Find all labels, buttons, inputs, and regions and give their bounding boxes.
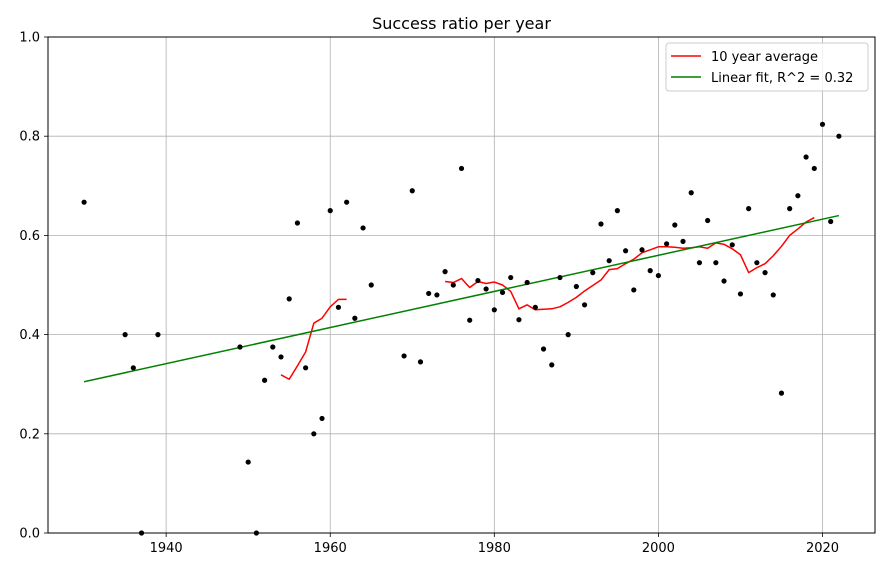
data-point (778, 390, 785, 396)
data-point (270, 344, 276, 350)
data-point (524, 279, 530, 286)
data-point (467, 317, 473, 323)
data-point (565, 332, 571, 338)
x-tick-label: 1940 (150, 541, 183, 556)
data-point (680, 238, 686, 244)
data-point (311, 431, 317, 437)
data-point (614, 208, 620, 214)
data-point (705, 217, 711, 224)
data-point (746, 206, 752, 212)
data-point (409, 188, 415, 194)
data-point (303, 365, 309, 371)
data-point (516, 317, 522, 323)
data-point (713, 260, 719, 266)
average-line (280, 298, 347, 380)
data-point (631, 287, 637, 293)
x-tick-label: 1980 (478, 541, 511, 556)
data-point (803, 154, 809, 160)
data-point (787, 206, 793, 212)
legend-label-linear-fit: Linear fit, R^2 = 0.32 (711, 71, 853, 86)
data-point (262, 377, 268, 383)
scatter-points (81, 121, 842, 536)
legend-label-average: 10 year average (711, 50, 818, 65)
data-point (130, 365, 136, 371)
linear-fit-line (83, 214, 840, 383)
data-point (81, 199, 87, 205)
data-point (754, 260, 760, 266)
data-point (828, 218, 834, 225)
data-point (795, 193, 801, 199)
data-point (696, 260, 703, 266)
x-tick-label: 2020 (806, 541, 839, 556)
data-point (335, 304, 342, 310)
data-point (245, 459, 251, 465)
data-point (352, 315, 358, 321)
data-point (327, 208, 333, 214)
data-point (401, 353, 407, 359)
data-point (442, 269, 448, 275)
data-point (688, 190, 694, 196)
data-point (475, 277, 481, 284)
data-point (368, 282, 374, 288)
data-point (532, 304, 538, 310)
data-point (622, 248, 629, 254)
data-point (664, 241, 670, 247)
y-tick-label: 0.2 (19, 427, 40, 442)
data-point (598, 221, 604, 227)
data-point (155, 332, 161, 338)
data-point (647, 268, 653, 274)
axis-ticks: 1940 1960 1980 2000 2020 0.0 0.2 0.4 0.6 0.8 1.0 (19, 31, 839, 557)
x-tick-label: 1960 (314, 541, 347, 556)
y-tick-label: 0.0 (19, 527, 40, 542)
y-tick-label: 0.8 (19, 130, 40, 145)
data-point (770, 292, 776, 298)
data-point (557, 274, 563, 281)
data-point (819, 121, 826, 127)
y-tick-label: 1.0 (19, 31, 40, 46)
legend-box (665, 42, 869, 92)
data-point (278, 354, 284, 360)
data-point (319, 415, 325, 422)
x-tick-label: 2000 (642, 541, 675, 556)
data-point (540, 346, 547, 352)
data-point (639, 247, 645, 253)
data-point (237, 344, 243, 350)
data-point (450, 282, 456, 288)
data-point (344, 199, 350, 205)
y-tick-label: 0.6 (19, 229, 40, 244)
data-point (573, 283, 579, 290)
data-point (483, 286, 489, 292)
data-point (499, 289, 506, 296)
data-point (360, 225, 366, 231)
data-point (836, 133, 842, 139)
data-point (729, 242, 735, 248)
data-point (286, 296, 292, 302)
data-point (491, 307, 497, 313)
data-point (426, 290, 432, 297)
legend: 10 year average Linear fit, R^2 = 0.32 (665, 42, 869, 92)
data-point (762, 270, 768, 276)
chart-title: Success ratio per year (372, 14, 551, 33)
data-point (458, 165, 465, 172)
data-point (294, 220, 301, 226)
data-point (549, 362, 555, 368)
data-point (737, 291, 744, 297)
data-point (434, 292, 440, 298)
data-point (811, 165, 817, 172)
data-point (417, 359, 424, 365)
data-point (590, 270, 596, 276)
y-tick-label: 0.4 (19, 328, 40, 343)
data-point (581, 302, 588, 308)
plot-frame (47, 36, 876, 534)
data-point (508, 274, 514, 281)
data-point (672, 222, 678, 228)
series-lines (83, 214, 840, 383)
data-point (606, 258, 612, 264)
data-point (655, 272, 662, 279)
data-point (721, 278, 727, 284)
data-point (122, 332, 128, 338)
